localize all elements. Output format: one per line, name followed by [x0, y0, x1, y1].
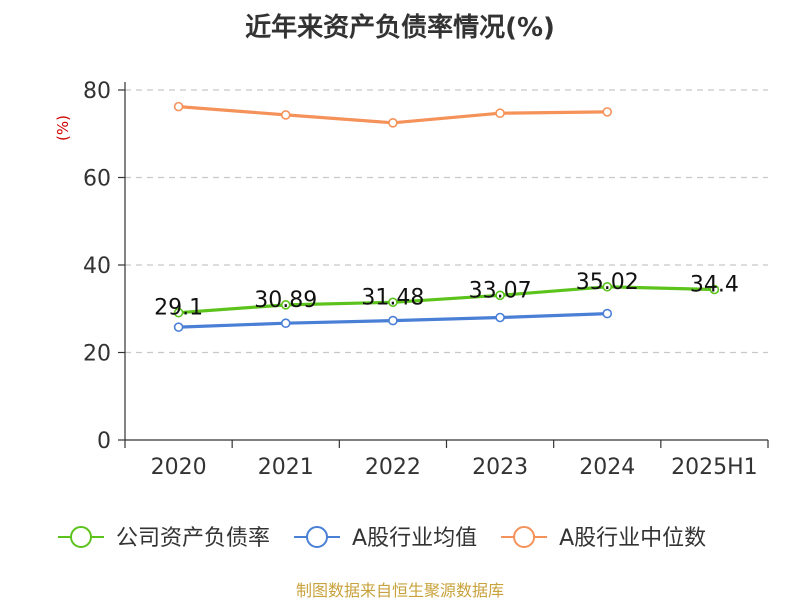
data-label-2021: 30.89 — [254, 288, 317, 313]
x-tick-label-2022: 2022 — [365, 455, 421, 480]
legend: 公司资产负债率 A股行业均值 A股行业中位数 — [58, 526, 706, 551]
y-axis-unit-label: (%) — [54, 115, 72, 141]
series-group — [173, 101, 720, 332]
legend-label-0: 公司资产负债率 — [116, 526, 270, 551]
axes — [124, 82, 768, 441]
series-line-0 — [178, 285, 715, 315]
legend-marker-2 — [513, 526, 536, 548]
series-0-point-2021 — [280, 300, 291, 310]
source-note: 制图数据来自恒生聚源数据库 — [296, 581, 504, 600]
legend-label-2: A股行业中位数 — [559, 526, 706, 551]
chart-title: 近年来资产负债率情况(%) — [245, 12, 555, 43]
x-tick-label-2023: 2023 — [472, 455, 528, 480]
series-0-point-2020 — [173, 307, 184, 318]
series-1-point-2022 — [388, 315, 398, 326]
x-tick-label-2024: 2024 — [579, 455, 635, 480]
gridlines — [125, 89, 768, 354]
y-tick-label-60: 60 — [83, 167, 111, 192]
series-1-point-2023 — [495, 312, 505, 323]
series-0-point-2025H1 — [709, 284, 720, 295]
x-tick-label-2025H1: 2025H1 — [671, 455, 758, 480]
y-tick-label-20: 20 — [83, 342, 111, 367]
series-0-point-2022 — [388, 297, 398, 308]
y-axis-ticks: 0 20 40 60 80 — [83, 79, 125, 454]
y-tick-label-80: 80 — [83, 79, 111, 104]
series-0-point-2023 — [495, 290, 505, 301]
x-tick-label-2020: 2020 — [151, 455, 207, 480]
data-label-2020: 29.1 — [154, 296, 203, 321]
data-label-2024: 35.02 — [576, 270, 639, 295]
series-1-point-2021 — [280, 318, 291, 328]
data-labels: 29.1 30.89 31.48 33.07 35.02 34.4 — [154, 270, 739, 321]
series-1-point-2020 — [173, 322, 184, 332]
series-1-point-2024 — [602, 308, 613, 319]
series-2-point-2020 — [173, 101, 184, 112]
series-2-point-2024 — [602, 107, 613, 117]
y-tick-label-0: 0 — [97, 429, 111, 454]
data-label-2022: 31.48 — [361, 285, 424, 310]
legend-label-1: A股行业均值 — [352, 526, 477, 551]
y-tick-label-40: 40 — [83, 254, 111, 279]
data-label-2025H1: 34.4 — [690, 273, 739, 298]
x-axis-ticks: 2020 2021 2022 2023 2024 2025H1 — [124, 440, 769, 480]
series-0-point-2024 — [602, 281, 613, 292]
series-2-point-2021 — [280, 110, 291, 120]
legend-marker-1 — [306, 526, 329, 548]
series-2-point-2022 — [388, 118, 398, 128]
x-tick-label-2021: 2021 — [258, 455, 314, 480]
series-2-point-2023 — [495, 108, 505, 118]
data-label-2023: 33.07 — [469, 278, 532, 303]
legend-marker-0 — [70, 526, 92, 548]
